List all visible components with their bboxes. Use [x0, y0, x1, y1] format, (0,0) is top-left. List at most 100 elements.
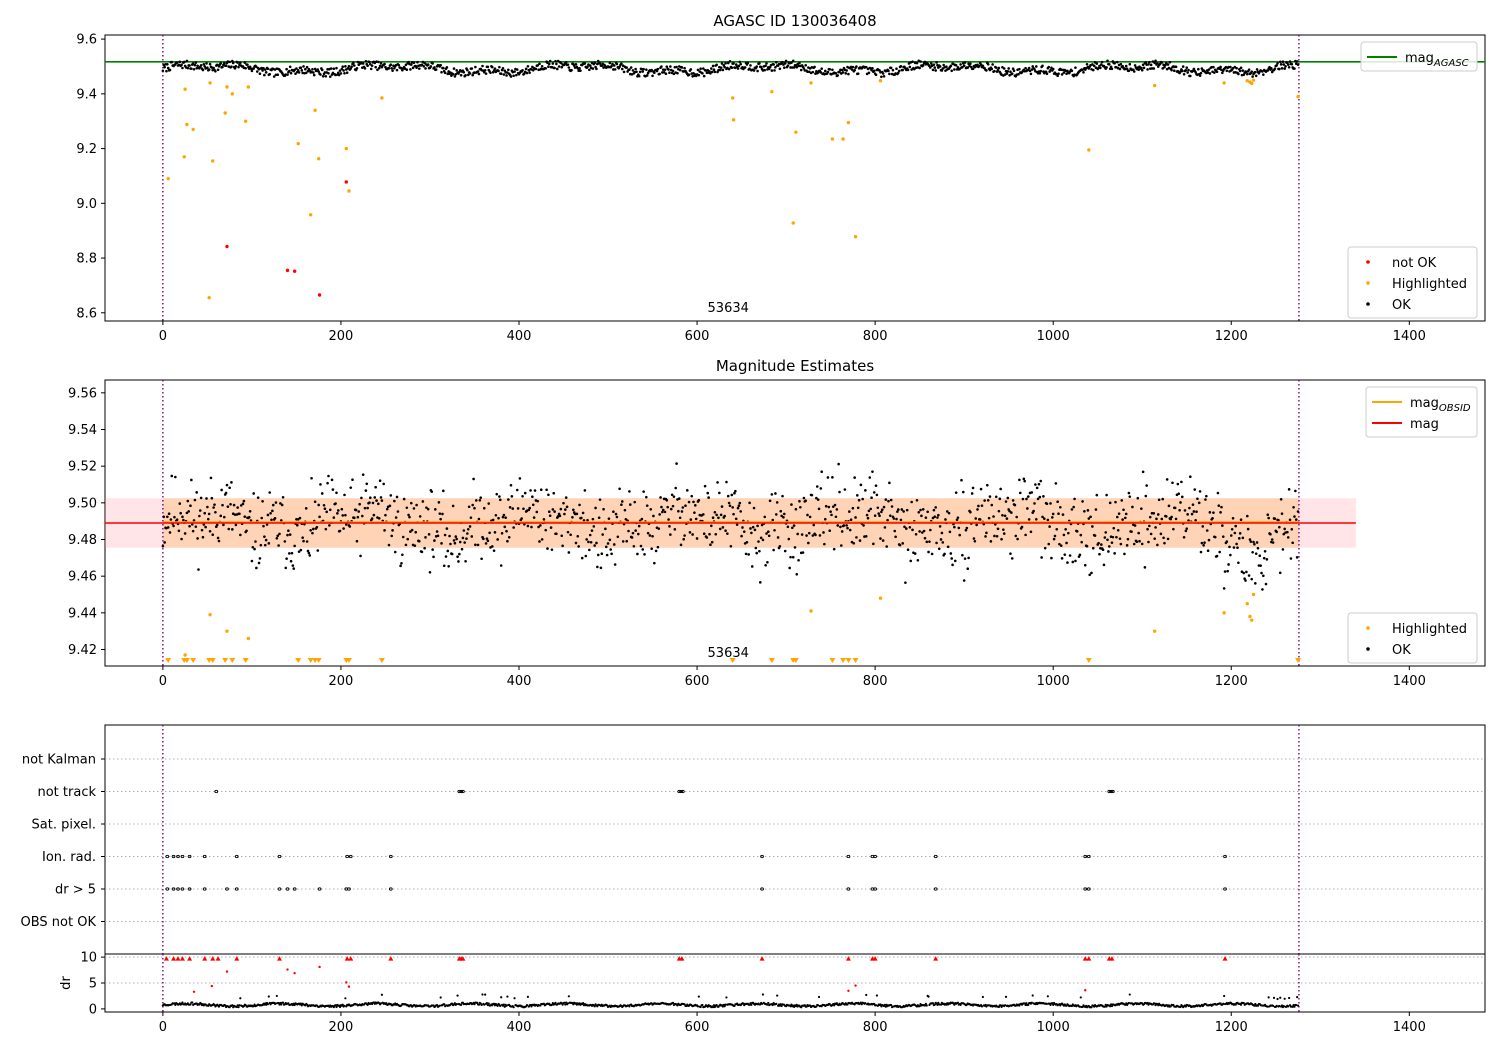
- ok-point: [499, 564, 503, 567]
- ok-point: [1198, 490, 1202, 493]
- flag-marker: [1107, 789, 1112, 794]
- ok-point: [802, 496, 806, 500]
- flag-marker: [760, 887, 764, 891]
- highlighted-point: [1087, 148, 1091, 152]
- panel-title: AGASC ID 130036408: [713, 12, 876, 30]
- ok-point: [423, 546, 426, 550]
- ok-point: [889, 66, 893, 70]
- ok-point: [321, 74, 325, 78]
- dr-clipped-marker: [348, 956, 354, 961]
- ok-point: [232, 503, 236, 507]
- ok-point: [389, 494, 393, 497]
- ok-point: [332, 67, 336, 71]
- ok-point: [914, 532, 918, 536]
- ok-point: [739, 62, 742, 66]
- ok-point: [1100, 60, 1104, 64]
- dr-point: [833, 1004, 836, 1007]
- ok-point: [1115, 515, 1119, 519]
- ok-point: [1000, 537, 1003, 541]
- legend-top-frame: [1365, 386, 1478, 438]
- ok-point: [799, 68, 803, 72]
- ok-point: [520, 517, 523, 520]
- ok-point: [177, 529, 181, 533]
- ok-point: [806, 513, 809, 517]
- ok-point: [1246, 527, 1250, 531]
- highlighted-point: [1251, 78, 1256, 82]
- ok-point: [896, 510, 899, 513]
- ok-point: [745, 541, 749, 544]
- ok-point: [944, 518, 947, 521]
- ok-point: [711, 516, 715, 519]
- ok-point: [390, 66, 393, 70]
- y-tick-label: 9.54: [68, 423, 97, 438]
- dr-point: [1266, 1005, 1269, 1008]
- ok-point: [493, 67, 497, 70]
- dr-point: [1222, 1002, 1225, 1005]
- ok-point: [613, 68, 617, 71]
- ok-point: [659, 496, 662, 499]
- ok-point: [420, 63, 424, 67]
- ok-point: [312, 71, 315, 74]
- ok-point: [407, 60, 410, 64]
- ok-point: [1121, 518, 1124, 521]
- ok-point: [1267, 516, 1270, 520]
- dr-point: [343, 1004, 346, 1007]
- ok-point: [1051, 67, 1055, 71]
- ok-point: [458, 552, 461, 556]
- dr-point: [480, 1003, 483, 1007]
- ok-point: [230, 481, 233, 484]
- flag-marker: [285, 887, 290, 891]
- ok-point: [1182, 536, 1186, 539]
- ok-point: [258, 72, 262, 75]
- dr-clipped-marker: [845, 956, 851, 961]
- ok-point: [267, 542, 271, 545]
- ok-point: [1128, 62, 1132, 66]
- ok-point: [755, 65, 759, 68]
- dr-point: [1027, 1003, 1030, 1007]
- ok-point: [1098, 552, 1101, 556]
- ok-point: [214, 510, 217, 514]
- ok-point: [805, 534, 808, 537]
- ok-point: [965, 526, 969, 530]
- ok-point: [1127, 69, 1131, 73]
- ok-point: [404, 63, 408, 67]
- legend-label: OK: [1392, 643, 1411, 658]
- ok-point: [608, 538, 612, 542]
- dr-clipped-marker: [460, 956, 466, 961]
- flag-marker: [1110, 789, 1115, 794]
- ok-point: [921, 531, 924, 534]
- y-tick-label: 9.50: [68, 496, 97, 511]
- ok-point: [405, 68, 409, 72]
- ok-point: [1177, 492, 1181, 496]
- ok-point: [1051, 516, 1054, 519]
- ok-point: [620, 62, 623, 66]
- ok-point: [859, 483, 863, 487]
- ok-point: [881, 539, 885, 542]
- ok-point: [845, 69, 848, 72]
- flag-marker: [846, 854, 851, 859]
- ok-point: [850, 68, 854, 71]
- ok-point: [781, 60, 784, 64]
- ok-point: [1137, 531, 1140, 535]
- ok-point: [993, 534, 996, 538]
- ok-point: [507, 68, 510, 72]
- ok-point: [775, 501, 779, 504]
- ok-point: [811, 70, 815, 74]
- ok-point: [694, 517, 698, 521]
- highlighted-point: [1152, 83, 1157, 88]
- ok-point: [646, 531, 650, 535]
- ok-point: [697, 73, 701, 77]
- ok-point: [740, 534, 743, 538]
- ok-point: [574, 62, 578, 66]
- ok-point: [1226, 569, 1229, 573]
- flag-marker: [388, 854, 393, 859]
- ok-point: [465, 537, 468, 540]
- ok-point: [366, 506, 369, 510]
- ok-point: [384, 513, 387, 517]
- dr-point: [767, 1001, 770, 1005]
- ok-point: [363, 67, 367, 70]
- ok-point: [168, 531, 172, 534]
- ok-point: [660, 65, 663, 68]
- ok-point: [925, 540, 929, 544]
- ok-point: [369, 67, 373, 71]
